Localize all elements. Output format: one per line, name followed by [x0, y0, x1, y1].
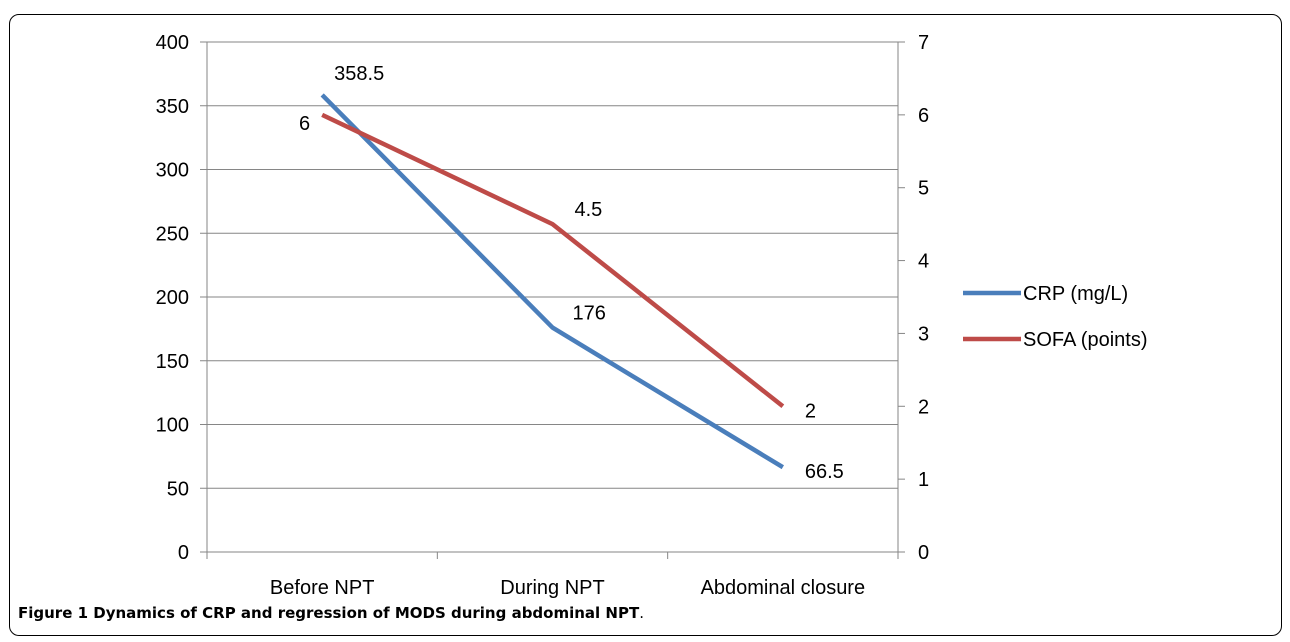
y-right-tick-label: 0: [918, 542, 929, 564]
y-right-tick-label: 6: [918, 105, 929, 127]
y-left-tick-label: 350: [156, 96, 189, 118]
y-right-tick-label: 4: [918, 251, 929, 273]
legend: CRP (mg/L) SOFA (points): [963, 283, 1148, 351]
y-right-tick-label: 1: [918, 469, 929, 491]
y-left-tick-label: 250: [156, 223, 189, 245]
data-label: 4.5: [575, 199, 603, 221]
gridlines: [207, 41, 898, 489]
y-right-tick-label: 3: [918, 323, 929, 345]
figure-caption: Figure 1 Dynamics of CRP and regression …: [18, 604, 644, 622]
series-line: [320, 93, 784, 470]
data-label: 176: [573, 303, 606, 325]
caption-bold: Figure 1 Dynamics of CRP and regression …: [18, 604, 640, 622]
y-left-tick-label: 0: [178, 542, 189, 564]
y-left-tick-label: 200: [156, 287, 189, 309]
caption-tail: .: [639, 604, 644, 622]
data-label: 6: [299, 113, 310, 135]
data-label: 66.5: [805, 461, 844, 483]
y-left-tick-label: 400: [156, 32, 189, 54]
y-left-tick-label: 50: [167, 478, 189, 500]
x-tick-label: Before NPT: [270, 577, 374, 599]
legend-label: SOFA (points): [1023, 329, 1148, 351]
y-left-tick-label: 300: [156, 160, 189, 182]
data-label: 2: [805, 400, 816, 422]
x-tick-label: During NPT: [500, 577, 604, 599]
axes: 0 50 100 150 200 250 300 350 400 0 1 2 3 4 5 6 7 Before N…: [156, 32, 930, 599]
y-right-tick-label: 5: [918, 178, 929, 200]
y-right-tick-label: 2: [918, 396, 929, 418]
data-label: 358.5: [334, 63, 384, 85]
data-labels: 358.5 176 66.5 6 4.5 2: [299, 63, 844, 483]
y-left-tick-label: 100: [156, 415, 189, 437]
y-right-tick-label: 7: [918, 32, 929, 54]
legend-label: CRP (mg/L): [1023, 283, 1128, 305]
series-line: [321, 112, 785, 409]
series-lines: [320, 93, 785, 470]
x-tick-label: Abdominal closure: [701, 577, 866, 599]
y-left-tick-label: 150: [156, 351, 189, 373]
figure-frame: [9, 14, 1282, 636]
